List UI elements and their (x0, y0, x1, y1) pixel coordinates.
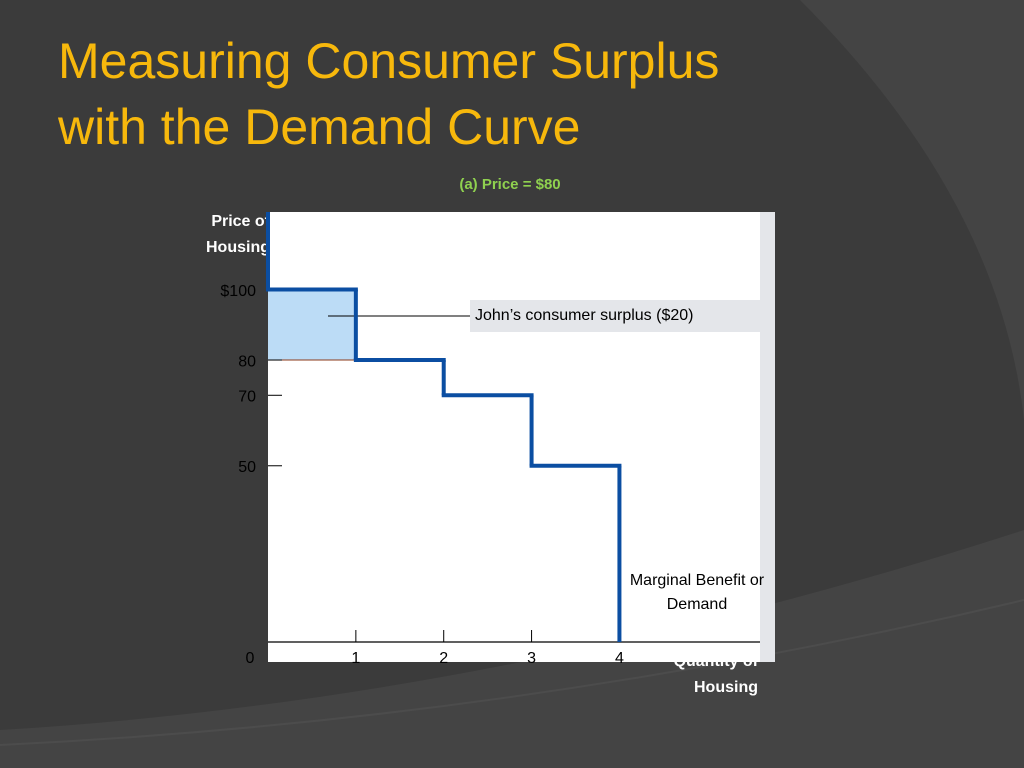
surplus-area (268, 289, 356, 361)
x-tick-label: 3 (527, 650, 536, 667)
plot-panel (268, 212, 775, 662)
y-axis-label: Price of Housing (206, 213, 270, 256)
y-tick-label: 80 (238, 353, 256, 370)
x-tick-label: 4 (615, 650, 624, 667)
annotation: John’s consumer surplus ($20) (470, 300, 770, 332)
x-axis-label: Quantity of Housing (673, 653, 758, 696)
y-tick-label: 70 (238, 388, 256, 405)
arc (0, 599, 1024, 746)
slide-title: Measuring Consumer Surplus with the Dema… (58, 33, 720, 155)
series-label: Marginal Benefit or Demand (629, 572, 765, 613)
arc (0, 530, 1024, 768)
x-tick-label: 2 (439, 650, 448, 667)
y-tick-label: $100 (220, 283, 256, 300)
x-tick-label: 1 (351, 650, 360, 667)
x-tick-label: 0 (246, 650, 255, 667)
chart-subtitle: (a) Price = $80 (459, 176, 561, 193)
arc (800, 0, 1024, 420)
y-tick-label: 50 (238, 459, 256, 476)
